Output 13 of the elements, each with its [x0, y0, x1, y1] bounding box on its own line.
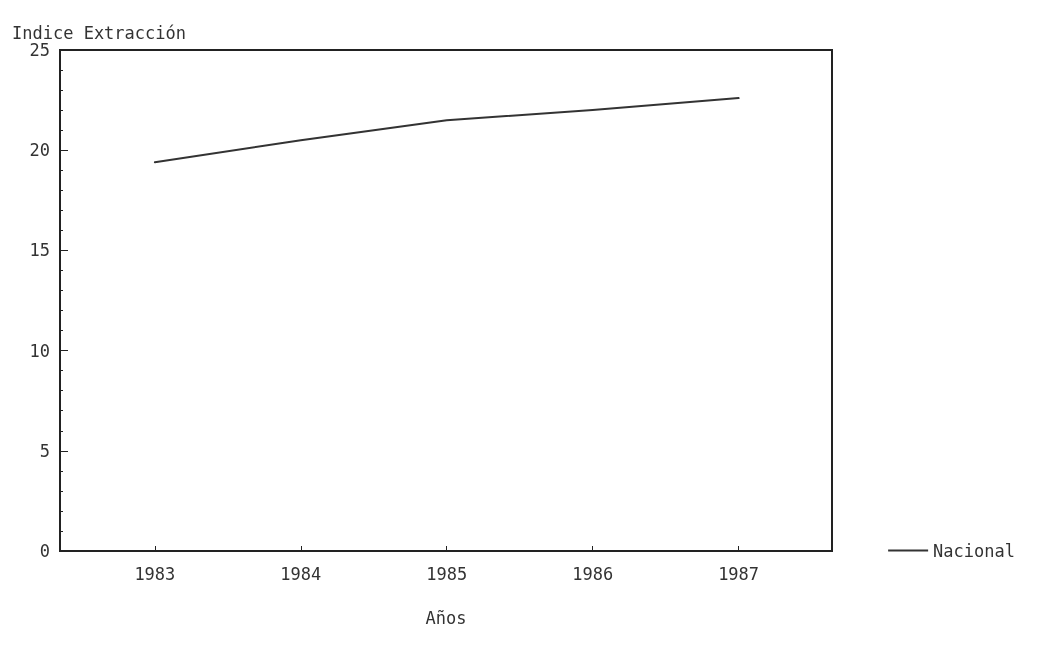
y-tick-label: 0: [39, 541, 50, 561]
x-tick-label: 1985: [426, 563, 468, 584]
x-tick-label: 1987: [718, 563, 760, 584]
y-tick-label: 10: [29, 340, 50, 361]
x-tick-label: 1986: [572, 563, 614, 584]
y-tick-label: 5: [39, 440, 50, 461]
x-axis-title: Años: [425, 607, 467, 628]
x-tick-label: 1984: [280, 563, 322, 584]
x-tick-label: 1983: [134, 563, 176, 584]
legend-label: Nacional: [933, 540, 1016, 561]
y-tick-label: 15: [29, 240, 50, 261]
y-tick-label: 20: [29, 140, 50, 161]
line-series: [153, 97, 740, 164]
